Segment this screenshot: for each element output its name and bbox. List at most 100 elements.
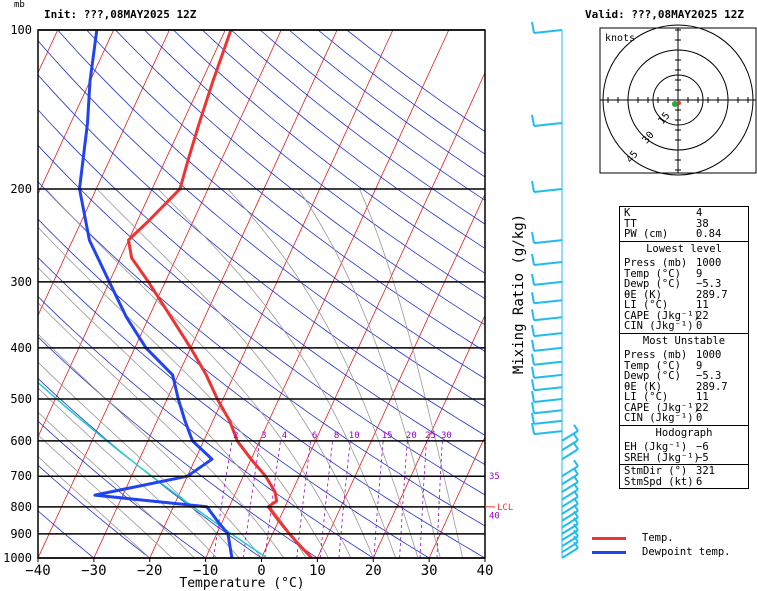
wind-barb — [531, 379, 563, 392]
wind-barb-staff — [533, 373, 563, 379]
wind-barb — [531, 292, 563, 305]
dry-adiabat-line — [38, 109, 485, 466]
x-axis-label: Temperature (°C) — [179, 576, 304, 591]
wind-barb-flag — [573, 467, 579, 475]
wind-barb-flag — [573, 424, 579, 432]
side-label: LCL — [497, 503, 513, 513]
most-unstable-section: Press (mb) 1000 Temp (°C) 9 Dewp (°C) −5.3 θE … — [620, 350, 748, 425]
temperature-tick-label: 20 — [365, 563, 382, 579]
wind-barb — [531, 353, 563, 366]
wind-barb — [561, 433, 579, 452]
hodograph-title: Hodograph — [620, 424, 748, 443]
most-unstable-value: 11 — [696, 391, 709, 403]
dry-adiabat-line — [38, 218, 485, 558]
pressure-tick-label: 500 — [10, 392, 32, 406]
wind-barb-staff — [533, 419, 563, 425]
wind-barb-flag — [573, 497, 579, 505]
tt-index-label: TT — [624, 217, 637, 230]
wind-barb — [531, 253, 563, 266]
most-unstable-label: θE (K) — [624, 380, 662, 393]
most-unstable-value: 9 — [696, 359, 703, 372]
hodograph-label: SREH (Jkg⁻¹) — [624, 451, 700, 464]
most-unstable-row: Dewp (°C) −5.3 — [624, 371, 744, 382]
hodograph-row: EH (Jkg⁻¹) −6 — [624, 442, 744, 453]
wind-barb — [531, 390, 563, 404]
most-unstable-label: Press (mb) — [624, 349, 688, 361]
wind-barb — [561, 424, 579, 442]
legend-dewpoint: Dewpoint temp. — [592, 546, 731, 558]
lowest-level-label: Temp (°C) — [624, 267, 681, 280]
wind-barb-flag — [573, 442, 579, 450]
wind-barb-flag — [531, 324, 535, 337]
wind-barb-flag — [573, 523, 579, 531]
wind-barb-staff — [533, 430, 563, 436]
most-unstable-value: 0 — [696, 412, 703, 424]
storm-value: 6 — [696, 475, 703, 488]
temperature-tick-label: −30 — [81, 563, 106, 579]
mixing-ratio-label: 25 — [425, 431, 436, 441]
most-unstable-label: CAPE (Jkg⁻¹) — [624, 401, 700, 414]
dry-adiabat-line — [38, 40, 485, 408]
wind-barb — [531, 422, 563, 436]
pressure-tick-label: 600 — [10, 434, 32, 448]
side-label: 40 — [489, 511, 500, 521]
dry-adiabat-line — [173, 30, 485, 274]
hodograph-ring-label: 15 — [656, 111, 672, 127]
temperature-tick-label: −20 — [137, 563, 162, 579]
mixing-ratio-label: 8 — [334, 431, 339, 441]
wind-barb-staff — [561, 473, 579, 486]
temperature-tick-label: −10 — [193, 563, 218, 579]
dry-adiabat-line — [38, 377, 262, 558]
pressure-unit-label: mb — [14, 0, 25, 10]
storm-row: StmSpd (kt) 6 — [624, 475, 744, 488]
most-unstable-value: 22 — [696, 401, 709, 414]
init-time-label: Init: ???,08MAY2025 12Z — [44, 8, 197, 21]
wind-barb-flag — [531, 379, 535, 391]
most-unstable-value: −5.3 — [696, 370, 722, 382]
legend-temp-swatch — [592, 536, 626, 540]
wind-barb-flag — [531, 231, 535, 244]
temperature-tick-label: −40 — [25, 563, 50, 579]
isotherm-line — [372, 314, 485, 558]
y-axis-label: Mixing Ratio (g/kg) — [511, 214, 527, 374]
parcel-reference-line — [38, 381, 268, 558]
lowest-level-value: 11 — [696, 299, 709, 311]
wind-barb — [531, 309, 563, 322]
wind-barb — [561, 467, 579, 486]
hodograph-value: −6 — [696, 441, 709, 453]
side-label: 35 — [489, 472, 500, 482]
wind-barb — [531, 402, 563, 415]
indices-section: K 4 TT 38 PW (cm) 0.84 — [620, 207, 748, 241]
mixing-ratio-line — [264, 440, 281, 558]
wind-barb — [531, 412, 563, 425]
k-index-label: K — [624, 207, 631, 219]
wind-barb-staff — [533, 386, 563, 392]
temperature-tick-label: 40 — [477, 563, 494, 579]
wind-barb-staff — [533, 187, 563, 193]
moist-adiabat-line — [38, 387, 218, 558]
legend-dewpoint-label: Dewpoint temp. — [642, 546, 731, 558]
storm-value: 321 — [696, 465, 715, 477]
moist-adiabat-line — [227, 188, 419, 558]
wind-barb-flag — [573, 517, 579, 525]
sounding-indices-table: K 4 TT 38 PW (cm) 0.84 Lowest level Press (… — [619, 206, 749, 489]
mixing-ratio-label: 6 — [312, 431, 317, 441]
isotherm-line — [205, 30, 450, 558]
wind-barb-flag — [573, 459, 579, 467]
wind-barb-staff — [533, 280, 563, 286]
wind-barb-staff — [561, 481, 579, 493]
temperature-tick-label: 30 — [421, 563, 438, 579]
lowest-level-value: 289.7 — [696, 288, 728, 301]
most-unstable-row: LI (°C) 11 — [624, 392, 744, 403]
wind-barb-staff — [533, 316, 563, 322]
most-unstable-title: Most Unstable — [620, 332, 748, 351]
mixing-ratio-label: 30 — [441, 431, 452, 441]
wind-barb-staff — [533, 260, 563, 266]
pressure-tick-label: 700 — [10, 469, 32, 483]
wind-barb-flag — [573, 475, 579, 483]
wind-barb-staff — [561, 430, 579, 442]
pressure-tick-label: 300 — [10, 275, 32, 289]
wind-barb-staff — [561, 439, 579, 452]
temperature-tick-label: 0 — [257, 563, 265, 579]
